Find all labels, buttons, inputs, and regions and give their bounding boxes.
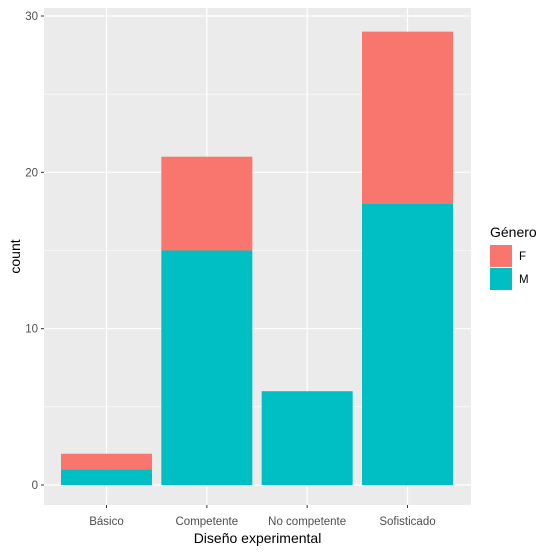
x-axis-title: Diseño experimental bbox=[194, 530, 322, 546]
bar-M-0 bbox=[61, 469, 152, 485]
legend-label-F: F bbox=[519, 251, 526, 263]
legend: Género FM bbox=[490, 224, 537, 290]
y-tick-label: 10 bbox=[25, 324, 38, 336]
legend-key-F bbox=[490, 245, 512, 267]
bar-M-3 bbox=[362, 203, 453, 485]
legend-title: Género bbox=[490, 224, 537, 240]
bars bbox=[61, 31, 453, 485]
bar-F-0 bbox=[61, 453, 152, 470]
y-axis-ticks: 0 10 20 30 bbox=[25, 11, 44, 492]
x-tick-label: Sofisticado bbox=[379, 516, 435, 528]
bar-F-1 bbox=[161, 156, 253, 251]
y-tick-label: 20 bbox=[25, 167, 38, 179]
y-tick-label: 0 bbox=[32, 480, 38, 492]
legend-label-M: M bbox=[519, 274, 529, 286]
bar-M-2 bbox=[261, 391, 353, 485]
x-axis-ticks: Básico Competente No competente Sofisticado bbox=[89, 505, 436, 528]
y-axis-title: count bbox=[7, 239, 23, 273]
x-tick-label: Competente bbox=[176, 516, 239, 528]
bar-M-1 bbox=[161, 250, 253, 485]
x-tick-label: Básico bbox=[89, 516, 124, 528]
y-tick-label: 30 bbox=[25, 11, 38, 23]
bar-F-3 bbox=[362, 31, 453, 204]
legend-key-M bbox=[490, 268, 512, 290]
x-tick-label: No competente bbox=[268, 516, 346, 528]
